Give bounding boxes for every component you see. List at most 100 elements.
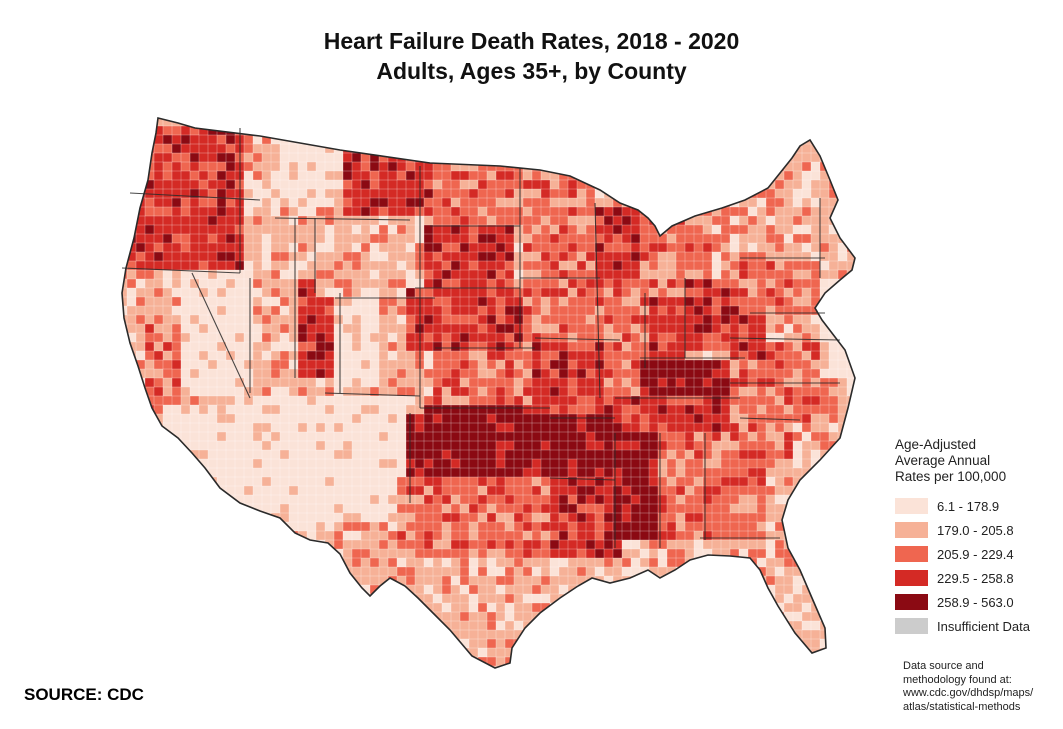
county-cell (100, 225, 109, 234)
county-cell (424, 405, 433, 414)
county-cell (253, 198, 262, 207)
county-cell (109, 378, 118, 387)
county-cell (298, 144, 307, 153)
county-cell (541, 558, 550, 567)
county-cell (865, 342, 874, 351)
county-cell (307, 315, 316, 324)
county-cell (829, 225, 838, 234)
county-cell (190, 423, 199, 432)
county-cell (487, 189, 496, 198)
county-cell (541, 315, 550, 324)
county-cell (122, 432, 127, 441)
county-cell (748, 270, 757, 279)
county-cell (595, 441, 604, 450)
county-cell (217, 306, 226, 315)
county-cell (748, 279, 757, 288)
county-cell (685, 333, 694, 342)
county-cell (703, 180, 712, 189)
county-cell (640, 432, 649, 441)
county-cell (721, 297, 730, 306)
county-cell (550, 378, 559, 387)
county-cell (388, 531, 397, 540)
county-cell (127, 306, 136, 315)
county-cell (721, 189, 739, 198)
county-cell (496, 504, 505, 513)
county-cell (145, 450, 163, 459)
county-cell (307, 126, 325, 135)
county-cell (289, 198, 298, 207)
county-cell (541, 288, 550, 297)
county-cell (289, 459, 298, 468)
county-cell (406, 342, 415, 351)
county-cell (127, 180, 136, 189)
county-cell (370, 135, 379, 144)
county-cell (487, 126, 496, 135)
county-cell (235, 108, 244, 117)
county-cell (316, 288, 325, 297)
county-cell (568, 324, 577, 333)
county-cell (604, 144, 622, 153)
county-cell (271, 189, 280, 198)
county-cell (487, 414, 496, 423)
county-cell (289, 234, 298, 243)
county-cell (433, 522, 442, 531)
county-cell (622, 288, 631, 297)
county-cell (397, 297, 406, 306)
county-cell (658, 198, 676, 207)
county-cell (523, 207, 532, 216)
county-cell (154, 432, 163, 441)
county-cell (811, 522, 820, 531)
county-cell (568, 495, 577, 504)
county-cell (523, 351, 532, 360)
county-cell (703, 549, 712, 558)
county-cell (820, 477, 829, 486)
county-cell (127, 414, 136, 423)
county-cell (379, 522, 388, 531)
county-cell (721, 180, 730, 189)
county-cell (469, 144, 478, 153)
county-cell (640, 603, 649, 612)
county-cell (532, 585, 541, 594)
county-cell (703, 118, 712, 126)
county-cell (352, 118, 361, 126)
county-cell (199, 585, 217, 594)
county-cell (397, 234, 406, 243)
county-cell (316, 351, 325, 360)
county-cell (122, 144, 136, 153)
county-cell (586, 126, 595, 135)
county-cell (793, 459, 802, 468)
county-cell (622, 477, 631, 486)
county-cell (856, 234, 865, 243)
county-cell (541, 531, 550, 540)
county-cell (424, 126, 433, 135)
county-cell (712, 279, 721, 288)
county-cell (127, 144, 145, 153)
county-cell (739, 486, 748, 495)
county-cell (316, 252, 325, 261)
county-cell (343, 522, 352, 531)
county-cell (352, 108, 370, 117)
county-cell (226, 153, 235, 162)
county-cell (100, 531, 118, 540)
county-cell (730, 576, 739, 585)
county-cell (856, 459, 865, 468)
county-cell (829, 558, 838, 567)
county-cell (604, 369, 613, 378)
county-cell (226, 234, 235, 243)
county-cell (100, 441, 109, 450)
county-cell (136, 612, 145, 621)
county-cell (829, 612, 847, 621)
county-cell (122, 189, 127, 198)
county-cell (631, 135, 649, 144)
county-cell (550, 315, 559, 324)
county-cell (460, 279, 469, 288)
county-cell (667, 594, 676, 603)
county-cell (703, 504, 712, 513)
county-cell (586, 468, 595, 477)
county-cell (829, 153, 847, 162)
county-cell (370, 108, 379, 117)
county-cell (811, 279, 820, 288)
county-cell (181, 414, 190, 423)
county-cell (550, 477, 559, 486)
county-cell (235, 558, 244, 567)
